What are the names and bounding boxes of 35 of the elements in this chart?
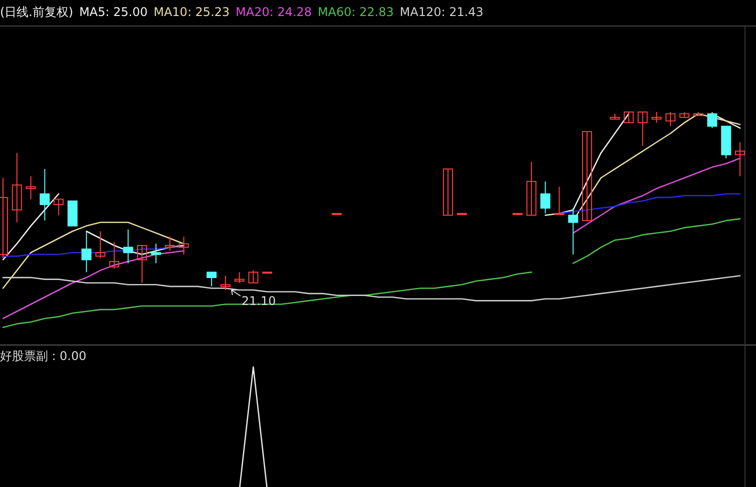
candlestick bbox=[95, 230, 106, 258]
candlestick bbox=[137, 245, 148, 284]
text: MA120: 21.43 bbox=[400, 5, 484, 19]
candlestick bbox=[526, 161, 536, 216]
candlestick bbox=[554, 186, 564, 215]
text: MA20: 24.28 bbox=[236, 5, 312, 19]
candlestick bbox=[81, 230, 92, 273]
text: MA60: 22.83 bbox=[318, 5, 394, 19]
candlestick bbox=[665, 112, 676, 127]
candlestick bbox=[582, 131, 592, 222]
chart-title: 好股票副 : 0.00 bbox=[0, 349, 86, 363]
text: MA10: 25.23 bbox=[154, 5, 230, 19]
candlestick bbox=[40, 168, 50, 222]
candlestick bbox=[234, 272, 244, 284]
candlestick bbox=[735, 142, 745, 177]
candlestick bbox=[652, 112, 662, 124]
candlestick bbox=[109, 241, 120, 270]
candlestick bbox=[12, 152, 22, 223]
candlestick bbox=[638, 112, 648, 146]
text: MA5: 25.00 bbox=[79, 5, 148, 19]
chart-title: (日线.前复权) bbox=[0, 5, 74, 19]
candlestick bbox=[707, 112, 718, 129]
candlestick bbox=[150, 243, 161, 264]
candlestick bbox=[442, 168, 453, 216]
candlestick bbox=[624, 112, 634, 124]
candlestick bbox=[178, 236, 189, 255]
candlestick bbox=[220, 275, 230, 290]
candlestick bbox=[123, 228, 134, 264]
candlestick bbox=[568, 208, 578, 255]
candlestick bbox=[540, 180, 550, 214]
candlestick bbox=[206, 272, 217, 287]
candlestick bbox=[26, 176, 36, 200]
candlestick bbox=[164, 236, 175, 252]
candlestick bbox=[248, 270, 258, 284]
candlestick bbox=[54, 198, 64, 216]
